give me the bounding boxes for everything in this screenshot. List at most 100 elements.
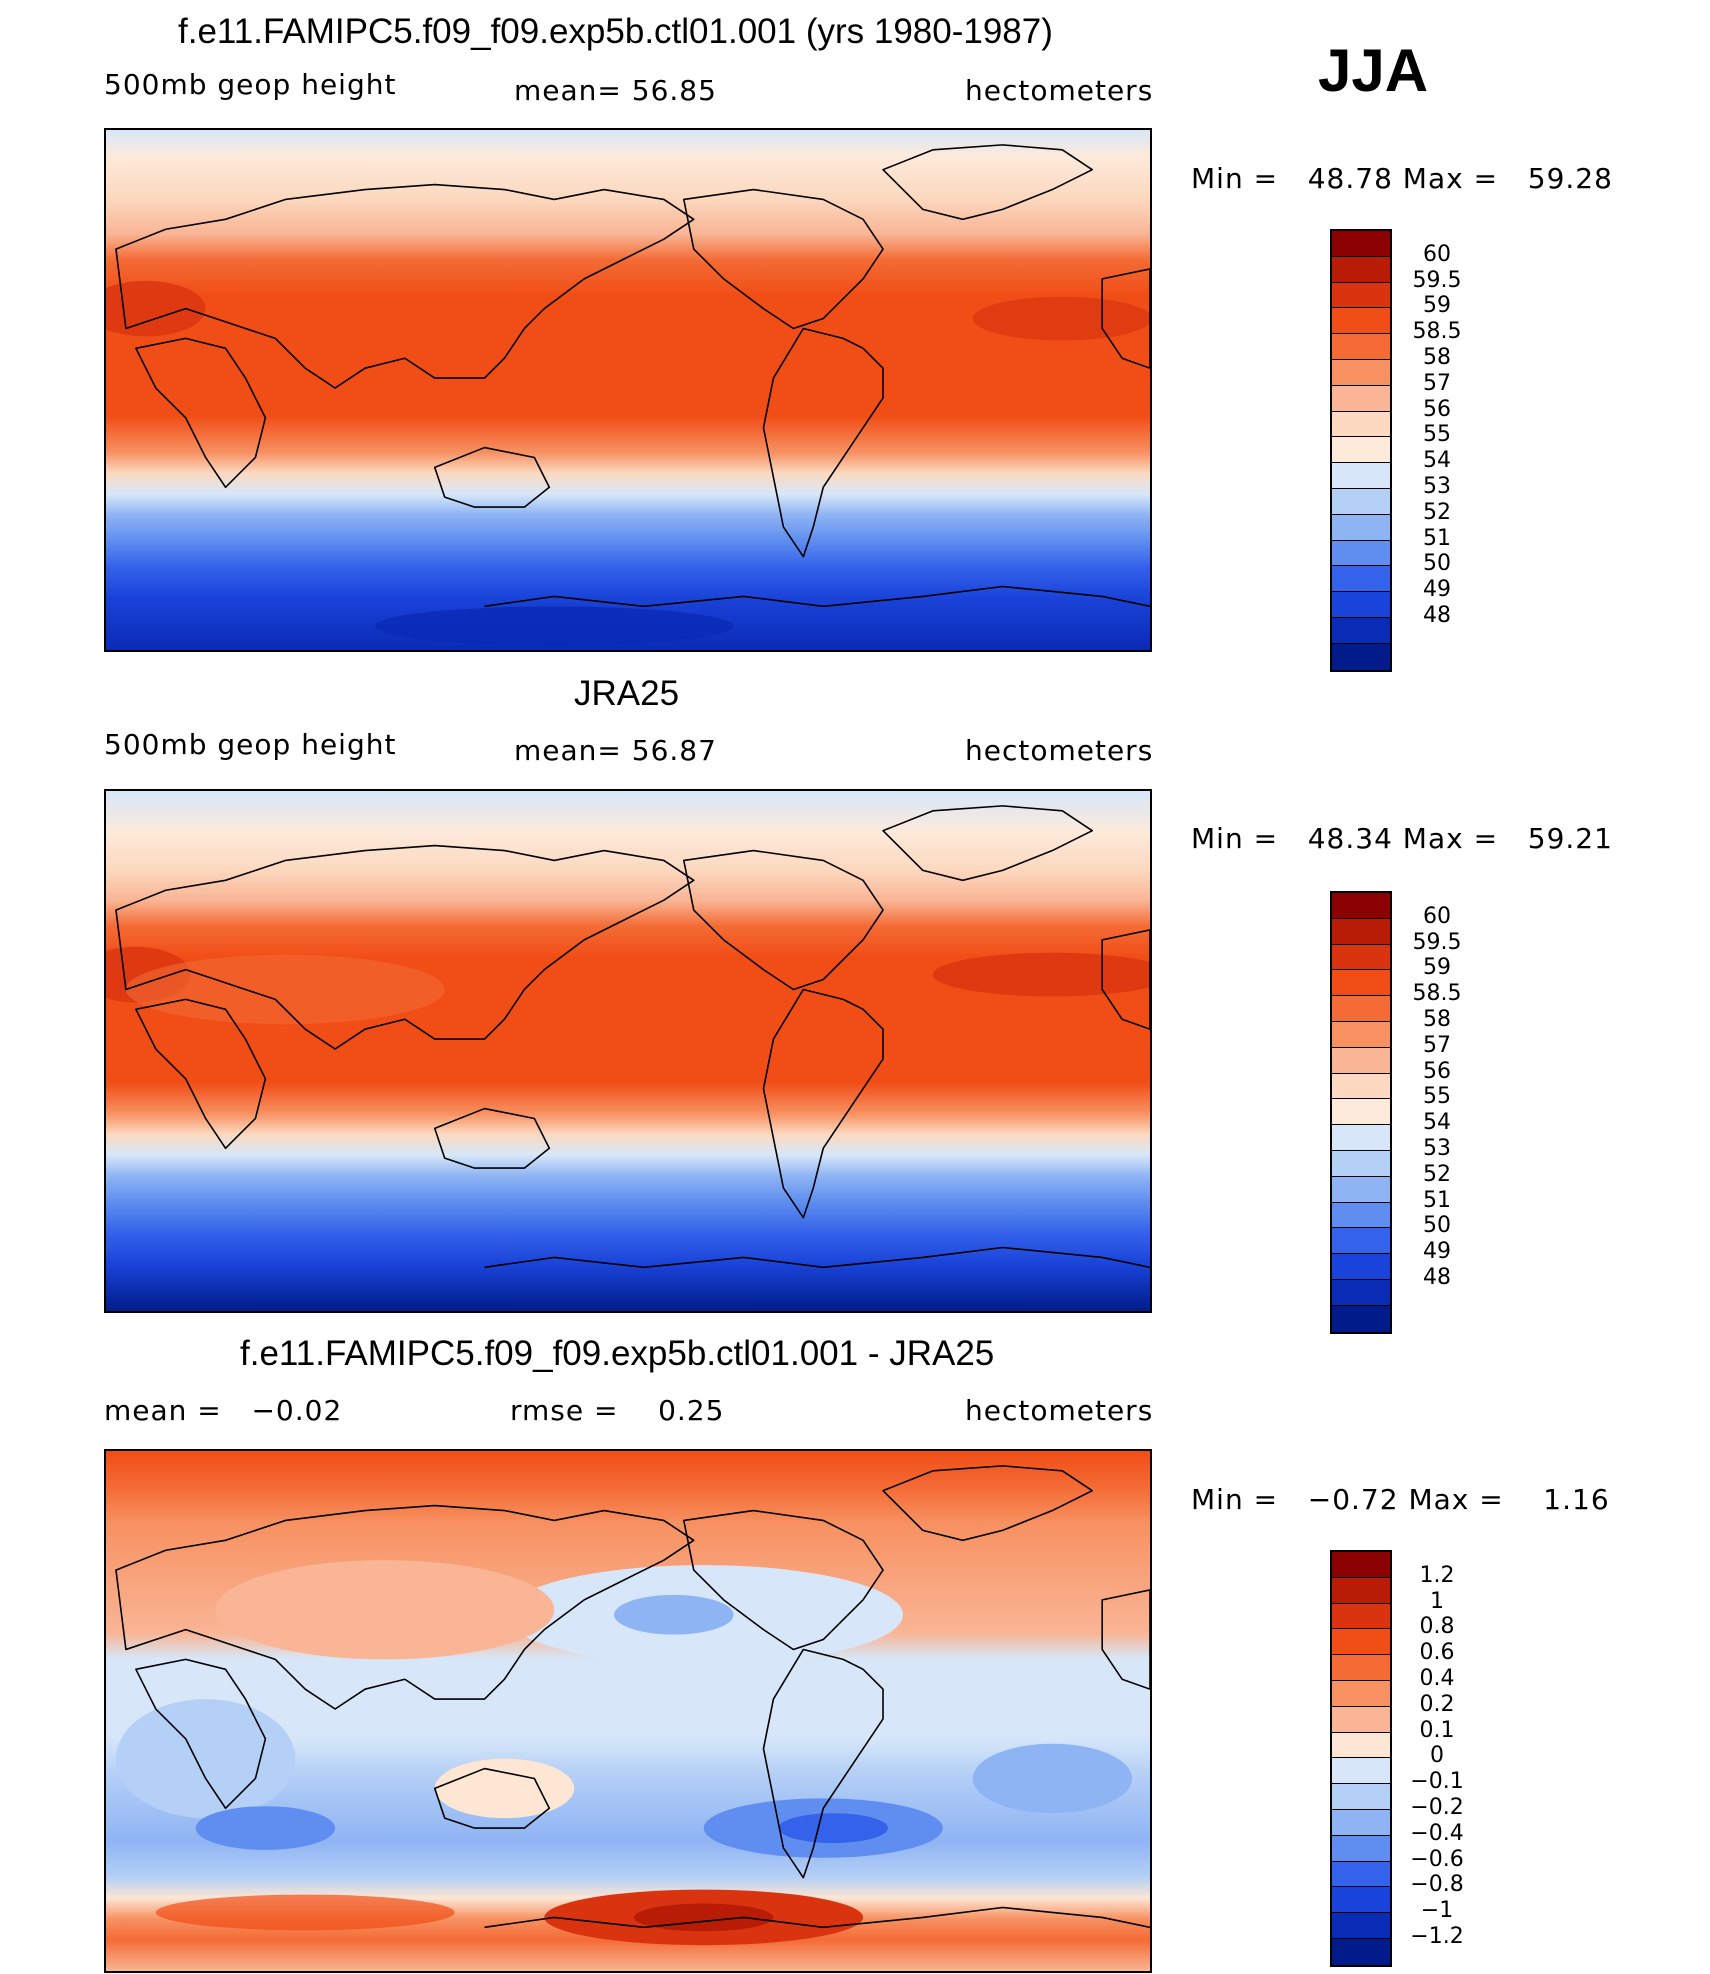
colorbar-segment <box>1332 1680 1390 1707</box>
colorbar-segment <box>1332 514 1390 541</box>
panel1-title: f.e11.FAMIPC5.f09_f09.exp5b.ctl01.001 (y… <box>178 12 1053 51</box>
colorbar-tick-label: 50 <box>1423 1213 1451 1239</box>
colorbar-segment <box>1332 918 1390 945</box>
colorbar-segment <box>1332 282 1390 309</box>
colorbar-tick-label: 57 <box>1423 370 1451 396</box>
colorbar-segment <box>1332 1150 1390 1177</box>
colorbar-tick-label: 53 <box>1423 1136 1451 1161</box>
colorbar-tick-label: 54 <box>1423 448 1451 474</box>
panel2-min-max: Min = 48.34 Max = 59.21 <box>1191 822 1613 855</box>
colorbar-tick-label: 48 <box>1423 603 1451 628</box>
colorbar-tick-label: 0 <box>1430 1743 1444 1769</box>
colorbar-segment <box>1332 1279 1390 1306</box>
colorbar-segment <box>1332 1073 1390 1100</box>
colorbar-tick-label: 1.2 <box>1419 1562 1455 1588</box>
colorbar-segment <box>1332 1809 1390 1836</box>
colorbar-segment <box>1332 1125 1390 1151</box>
colorbar-segment <box>1332 1861 1390 1888</box>
colorbar-tick-label: 55 <box>1423 1084 1451 1110</box>
colorbar-tick-label: 59.5 <box>1412 929 1462 955</box>
colorbar-tick-label: 48 <box>1423 1265 1451 1290</box>
panel2-map-svg <box>106 791 1150 1311</box>
colorbar-segment <box>1332 1629 1390 1656</box>
panel2-coastlines <box>115 805 1150 1269</box>
panel2-variable-label: 500mb geop height <box>104 728 397 761</box>
colorbar-segment <box>1332 592 1390 618</box>
colorbar-segment <box>1332 256 1390 283</box>
panel1-units: hectometers <box>965 74 1154 107</box>
colorbar-tick-label: 56 <box>1423 396 1451 422</box>
panel1-coastlines <box>115 144 1150 608</box>
colorbar-segment <box>1332 1835 1390 1862</box>
colorbar-segment <box>1332 1254 1390 1280</box>
colorbar-segment <box>1332 1938 1390 1965</box>
panel1-map <box>104 128 1152 652</box>
colorbar-tick-label: 58 <box>1423 1007 1451 1032</box>
colorbar-tick-label: 0.2 <box>1419 1691 1455 1717</box>
colorbar-tick-label: 51 <box>1423 1187 1451 1213</box>
colorbar-tick-label: −1 <box>1420 1898 1454 1924</box>
panel3-title: f.e11.FAMIPC5.f09_f09.exp5b.ctl01.001 - … <box>240 1334 995 1373</box>
colorbar-segment <box>1332 488 1390 515</box>
panel3-map <box>104 1449 1152 1973</box>
colorbar-segment <box>1332 1913 1390 1939</box>
colorbar-tick-label: 52 <box>1423 499 1451 525</box>
colorbar-tick-label: 0.8 <box>1419 1614 1455 1640</box>
colorbar-tick-label: −0.6 <box>1410 1846 1464 1872</box>
colorbar-tick-label: −0.4 <box>1410 1820 1464 1846</box>
colorbar-segment <box>1332 308 1390 335</box>
colorbar-tick-label: 50 <box>1423 551 1451 577</box>
colorbar-segment <box>1332 437 1390 464</box>
colorbar-tick-label: 56 <box>1423 1058 1451 1084</box>
panel3-units: hectometers <box>965 1394 1154 1427</box>
colorbar-tick-label: 52 <box>1423 1161 1451 1187</box>
colorbar-segment <box>1332 1706 1390 1733</box>
colorbar-segment <box>1332 1176 1390 1203</box>
colorbar-segment <box>1332 1732 1390 1759</box>
colorbar-segment <box>1332 1047 1390 1074</box>
colorbar-segment <box>1332 944 1390 971</box>
colorbar-segment <box>1332 334 1390 360</box>
colorbar-segment <box>1332 1784 1390 1810</box>
colorbar-segment <box>1332 463 1390 489</box>
colorbar-segment <box>1332 1887 1390 1914</box>
panel1-map-svg <box>106 130 1150 650</box>
colorbar-tick-label: 1 <box>1430 1588 1444 1614</box>
colorbar-segment <box>1332 643 1390 670</box>
colorbar-segment <box>1332 540 1390 567</box>
colorbar-tick-label: 59 <box>1423 955 1451 981</box>
colorbar-tick-label: 58.5 <box>1412 981 1462 1007</box>
colorbar-tick-label: 49 <box>1423 577 1451 603</box>
panel2-colorbar <box>1330 891 1392 1334</box>
colorbar-segment <box>1332 1099 1390 1126</box>
colorbar-tick-label: 0.4 <box>1419 1666 1455 1691</box>
colorbar-tick-label: 60 <box>1423 241 1451 267</box>
colorbar-tick-label: 53 <box>1423 474 1451 499</box>
panel1-min-max: Min = 48.78 Max = 59.28 <box>1191 162 1613 195</box>
colorbar-tick-label: −1.2 <box>1410 1924 1464 1949</box>
colorbar-segment <box>1332 996 1390 1022</box>
colorbar-segment <box>1332 1758 1390 1785</box>
colorbar-segment <box>1332 1603 1390 1630</box>
colorbar-tick-label: 58 <box>1423 345 1451 370</box>
colorbar-tick-label: 59.5 <box>1412 267 1462 293</box>
colorbar-segment <box>1332 411 1390 438</box>
colorbar-segment <box>1332 385 1390 412</box>
colorbar-segment <box>1332 231 1390 257</box>
colorbar-tick-label: 54 <box>1423 1110 1451 1136</box>
colorbar-segment <box>1332 1021 1390 1048</box>
colorbar-tick-label: 0.6 <box>1419 1640 1455 1666</box>
colorbar-segment <box>1332 617 1390 644</box>
colorbar-tick-label: 60 <box>1423 903 1451 929</box>
colorbar-segment <box>1332 1655 1390 1681</box>
colorbar-tick-label: 55 <box>1423 422 1451 448</box>
colorbar-tick-label: −0.1 <box>1410 1769 1464 1795</box>
colorbar-segment <box>1332 1577 1390 1604</box>
colorbar-segment <box>1332 1552 1390 1578</box>
colorbar-tick-label: 0.1 <box>1419 1717 1455 1743</box>
panel3-coastlines <box>115 1465 1150 1929</box>
colorbar-tick-label: 49 <box>1423 1239 1451 1265</box>
colorbar-tick-label: 57 <box>1423 1032 1451 1058</box>
colorbar-segment <box>1332 970 1390 997</box>
panel2-units: hectometers <box>965 734 1154 767</box>
